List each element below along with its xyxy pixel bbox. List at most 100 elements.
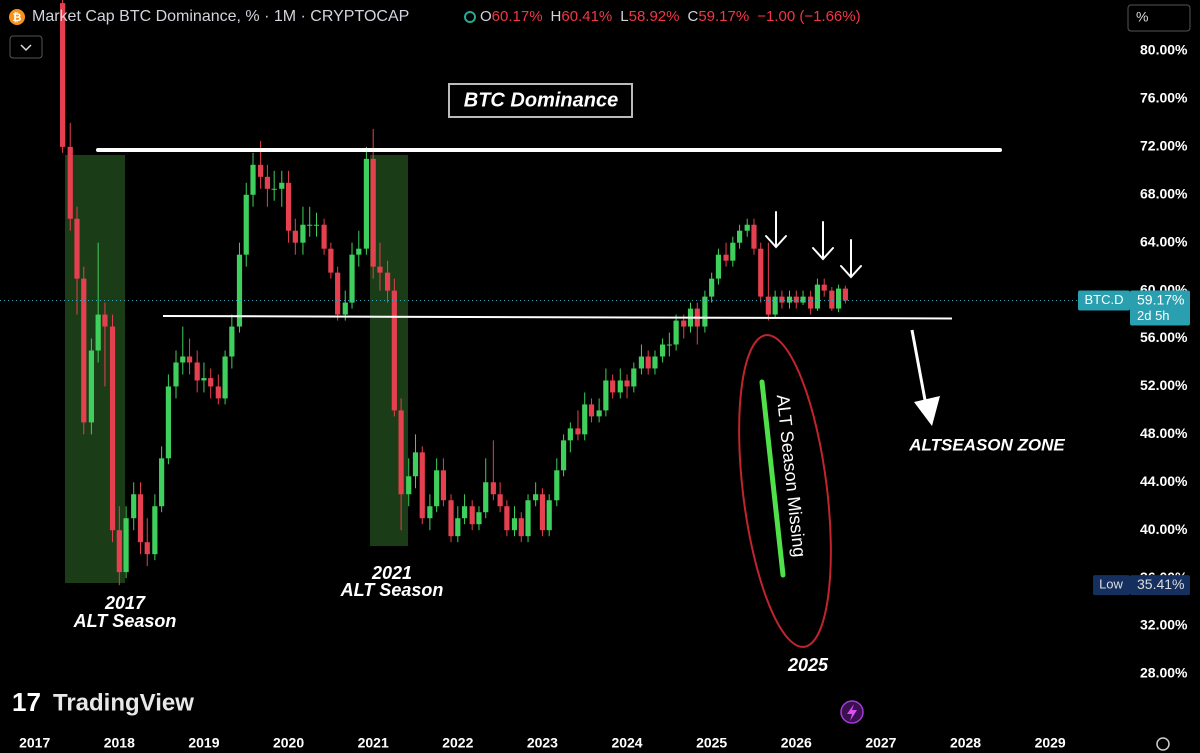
candle-body [173,362,179,387]
x-tick-label: 2022 [442,735,473,751]
price-tag-countdown: 2d 5h [1137,308,1170,323]
candle-body [448,500,454,537]
settings-icon[interactable] [1156,737,1170,751]
arrows [765,211,862,279]
candle-body [109,326,116,531]
candle-body [709,278,715,297]
y-tick-label: 72.00% [1140,138,1188,154]
candle-body [271,188,277,190]
candle-body [469,506,475,525]
candle-body [144,542,150,555]
candle-body [673,320,679,345]
candle-body [391,290,397,411]
y-tick-label: 32.00% [1140,617,1188,633]
candle-body [730,242,736,261]
candle-body [808,296,814,309]
candle-body [793,296,799,303]
coin-symbol: ₿ [13,12,22,24]
price-tag [1130,290,1190,326]
annotation: 2025 [787,655,829,675]
candle-body [60,3,66,147]
candle-body [546,500,552,531]
x-tick-label: 2027 [865,735,896,751]
candle-body [208,378,214,387]
candle-body [285,182,292,231]
title: BTC Dominance [464,89,618,111]
candle-body [74,218,80,279]
x-tick-label: 2019 [188,735,219,751]
ohlc-key: C [687,8,698,25]
candle-body [610,380,616,393]
candle-body [483,482,489,513]
candle-body [751,224,757,249]
scale-button[interactable] [1127,4,1191,32]
ohlc-value: 60.17% [492,8,543,25]
candle-body [829,290,835,309]
candle-body [772,296,778,315]
candle-body [88,350,94,423]
candle-body [123,518,129,573]
candle-body [779,296,785,303]
candle-body [377,266,383,273]
candle-body [363,158,370,249]
candle-body [137,494,144,543]
candle-body [440,470,447,501]
series-tag-label: BTC.D [1085,292,1124,307]
y-tick-label: 28.00% [1140,665,1188,681]
candle-body [681,320,687,327]
candle-body [95,314,101,351]
candle-body [736,230,743,243]
candle-body [582,404,588,435]
collapse-button[interactable] [9,35,43,59]
ohlc-key: H [551,8,562,25]
annotation: ALT Season [340,580,444,600]
coin-icon [9,9,25,25]
zone-arrow-head [914,396,940,426]
candle-body [567,428,573,441]
change: −1.00 (−1.66%) [757,8,860,25]
candle-body [398,410,404,495]
symbol-title: Market Cap BTC Dominance, % · 1M · CRYPT… [32,8,409,25]
status-dot [464,11,476,23]
candle-body [624,380,630,387]
candle-body [765,296,771,315]
candle-body [814,284,821,309]
x-tick-label: 2023 [527,735,558,751]
low-tag-label: Low [1099,577,1123,592]
candle-body [525,500,531,537]
candle-body [596,410,602,417]
candle-body [81,278,87,423]
candle-body [335,272,341,315]
y-tick-label: 44.00% [1140,473,1188,489]
candle-body [194,362,200,381]
candle-body [490,482,496,495]
low-value: 35.41% [1137,576,1184,592]
ohlc-key: O [480,8,492,25]
watermark: TradingView [53,689,194,716]
candle-body [384,272,391,291]
candle-body [131,494,137,519]
annotation: ALT Season [73,611,177,631]
candle-body [264,176,271,189]
x-tick-label: 2026 [781,735,812,751]
candle-body [842,288,848,301]
ohlc-legend: O60.17% H60.41% L58.92% C59.17% −1.00 (−1.66… [480,8,861,25]
candle-body [434,470,440,507]
lightning [847,704,857,721]
y-tick-label: 56.00% [1140,329,1188,345]
zone-arrow [910,329,927,401]
x-tick-label: 2017 [19,735,50,751]
candle-body [279,182,285,189]
candle-body [159,458,165,507]
candle-body [511,518,518,531]
candle-body [518,518,524,537]
annotation: 2017 [104,593,146,613]
series-tag [1078,290,1130,311]
x-tick-label: 2021 [358,735,389,751]
candle-body [723,254,729,261]
x-tick-label: 2020 [273,735,304,751]
candle-body [250,164,256,195]
candle-body [236,254,243,327]
x-tick-label: 2025 [696,735,727,751]
